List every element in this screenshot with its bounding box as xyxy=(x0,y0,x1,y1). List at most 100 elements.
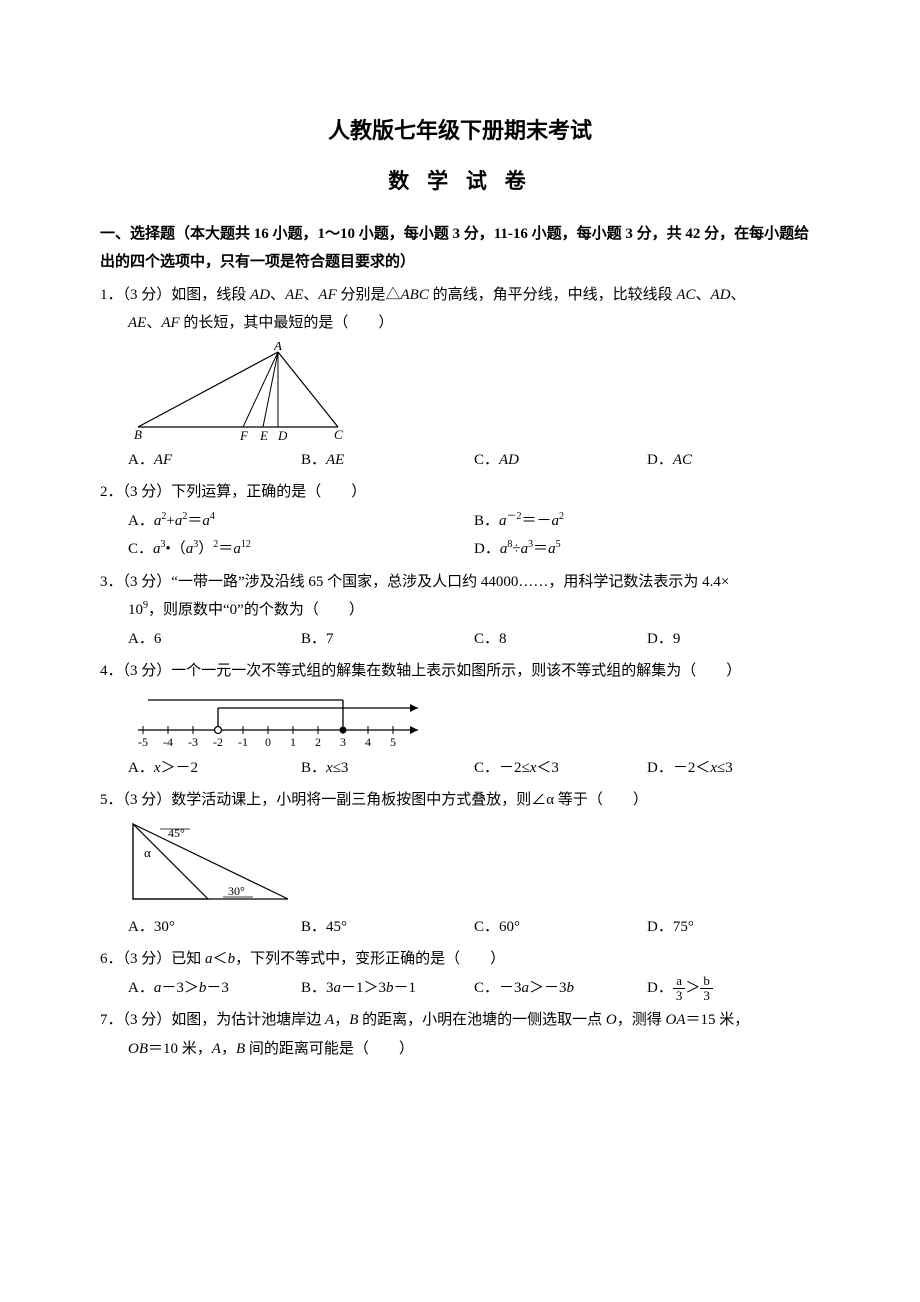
q1-optA-label: A． xyxy=(128,452,154,468)
svg-text:F: F xyxy=(239,428,249,442)
q1-ac: AC xyxy=(676,287,695,303)
question-7: 7．（3 分）如图，为估计池塘岸边 A，B 的距离，小明在池塘的一侧选取一点 O… xyxy=(100,1006,820,1063)
svg-text:2: 2 xyxy=(315,735,321,749)
q4-num: 4． xyxy=(100,663,123,679)
q2-text: 下列运算，正确的是（ ） xyxy=(171,484,366,500)
q4-B-l: B． xyxy=(301,760,326,776)
question-5: 5．（3 分）数学活动课上，小明将一副三角板按图中方式叠放，则∠α 等于（ ） … xyxy=(100,786,820,941)
q2-D-label: D． xyxy=(474,541,500,557)
subtitle: 数 学 试 卷 xyxy=(100,162,820,202)
q5-optB: B．45° xyxy=(301,913,474,942)
q2-B-a1: a xyxy=(499,513,507,529)
q2-D-div: ÷ xyxy=(512,541,520,557)
main-title: 人教版七年级下册期末考试 xyxy=(100,110,820,152)
q2-B-eq: ＝－ xyxy=(522,513,552,529)
q7-t3: ，测得 xyxy=(617,1012,666,1028)
q2-C-e4: 12 xyxy=(241,539,251,550)
q6-C-l: C．－3 xyxy=(474,980,522,996)
q6-A-m: －3＞ xyxy=(161,980,199,996)
q2-D-a3: a xyxy=(548,541,556,557)
q2-D-a2: a xyxy=(521,541,529,557)
q6-D-bn: b xyxy=(700,974,713,989)
q1-text-d: 的长短，其中最短的是（ ） xyxy=(180,315,394,331)
svg-text:-5: -5 xyxy=(138,735,148,749)
q4-figure: -5 -4 -3 -2 -1 0 1 2 3 4 5 xyxy=(100,690,820,750)
q2-C-p: ） xyxy=(198,541,213,557)
q2-A-eq: ＝ xyxy=(187,513,202,529)
q2-C-label: C． xyxy=(128,541,153,557)
q3-optC: C．8 xyxy=(474,625,647,654)
q6-points: （3 分） xyxy=(123,951,172,967)
svg-text:-2: -2 xyxy=(213,735,223,749)
q1-t2: 、 xyxy=(303,287,318,303)
question-4: 4．（3 分）一个一元一次不等式组的解集在数轴上表示如图所示，则该不等式组的解集… xyxy=(100,657,820,782)
svg-text:α: α xyxy=(144,845,151,860)
q1-af2: AF xyxy=(161,315,179,331)
q4-A-x: x xyxy=(154,760,161,776)
q4-text: 一个一元一次不等式组的解集在数轴上表示如图所示，则该不等式组的解集为（ ） xyxy=(171,663,741,679)
q7-l2t: 间的距离可能是（ ） xyxy=(245,1041,414,1057)
svg-text:45°: 45° xyxy=(168,826,185,840)
q5-figure: 45° α 30° xyxy=(100,819,820,909)
question-2: 2．（3 分）下列运算，正确的是（ ） A．a2+a2＝a4 B．a－2＝－a2… xyxy=(100,478,820,564)
q6-C-b: b xyxy=(567,980,575,996)
q3-10: 10 xyxy=(128,602,143,618)
q2-B-e2: 2 xyxy=(559,511,564,522)
section-1-header: 一、选择题（本大题共 16 小题，1～10 小题，每小题 3 分，11-16 小… xyxy=(100,220,820,277)
q7-A: A xyxy=(325,1012,334,1028)
q6-B-l: B．3 xyxy=(301,980,334,996)
q4-points: （3 分） xyxy=(123,663,172,679)
q2-D-eq: ＝ xyxy=(533,541,548,557)
q6-t1: 已知 xyxy=(171,951,205,967)
q4-D-x: x xyxy=(710,760,717,776)
q6-A-l: A． xyxy=(128,980,154,996)
q6-A-e: －3 xyxy=(206,980,229,996)
q3-optD: D．9 xyxy=(647,625,820,654)
q2-options-row1: A．a2+a2＝a4 B．a－2＝－a2 xyxy=(100,507,820,536)
svg-text:-1: -1 xyxy=(238,735,248,749)
svg-text:3: 3 xyxy=(340,735,346,749)
q6-D-bd: 3 xyxy=(700,989,713,1003)
q4-A-t: ＞－2 xyxy=(161,760,199,776)
q2-num: 2． xyxy=(100,484,123,500)
q4-D-l: D．－2＜ xyxy=(647,760,710,776)
q5-optD: D．75° xyxy=(647,913,820,942)
q3-text: “一带一路”涉及沿线 65 个国家，总涉及人口约 44000……，用科学记数法表… xyxy=(171,574,729,590)
q6-a: a xyxy=(205,951,213,967)
q5-text: 数学活动课上，小明将一副三角板按图中方式叠放，则∠α 等于（ ） xyxy=(171,792,648,808)
q4-options: A．x＞－2 B．x≤3 C．－2≤x＜3 D．－2＜x≤3 xyxy=(100,754,820,783)
q2-B-label: B． xyxy=(474,513,499,529)
svg-text:4: 4 xyxy=(365,735,371,749)
q6-C-a: a xyxy=(522,980,530,996)
q1-abc: ABC xyxy=(401,287,429,303)
svg-text:C: C xyxy=(334,427,343,442)
question-3: 3．（3 分）“一带一路”涉及沿线 65 个国家，总涉及人口约 44000……，… xyxy=(100,568,820,654)
q6-D-ad: 3 xyxy=(673,989,686,1003)
svg-text:B: B xyxy=(134,427,142,442)
q1-l2t: 、 xyxy=(146,315,161,331)
q1-optB: AE xyxy=(326,452,344,468)
q1-figure: A B F E D C xyxy=(100,342,820,442)
q2-D-e3: 5 xyxy=(556,539,561,550)
q1-ad2: AD xyxy=(711,287,731,303)
q7-OA: OA xyxy=(666,1012,686,1028)
q6-b: b xyxy=(228,951,236,967)
q2-A-e3: 4 xyxy=(210,511,215,522)
q1-optC-label: C． xyxy=(474,452,499,468)
q1-optC: AD xyxy=(499,452,519,468)
q2-points: （3 分） xyxy=(123,484,172,500)
q6-D-an: a xyxy=(673,974,686,989)
q1-options: A．AF B．AE C．AD D．AC xyxy=(100,446,820,475)
q4-B-x: x xyxy=(326,760,333,776)
q3-options: A．6 B．7 C．8 D．9 xyxy=(100,625,820,654)
q3-num: 3． xyxy=(100,574,123,590)
svg-text:-3: -3 xyxy=(188,735,198,749)
q2-B-a2: a xyxy=(552,513,560,529)
q1-af: AF xyxy=(318,287,336,303)
q2-C-a3: a xyxy=(233,541,241,557)
q5-optA: A．30° xyxy=(128,913,301,942)
q3-optA: A．6 xyxy=(128,625,301,654)
q7-t1: 如图，为估计池塘岸边 xyxy=(171,1012,325,1028)
q5-options: A．30° B．45° C．60° D．75° xyxy=(100,913,820,942)
q1-optD-label: D． xyxy=(647,452,673,468)
